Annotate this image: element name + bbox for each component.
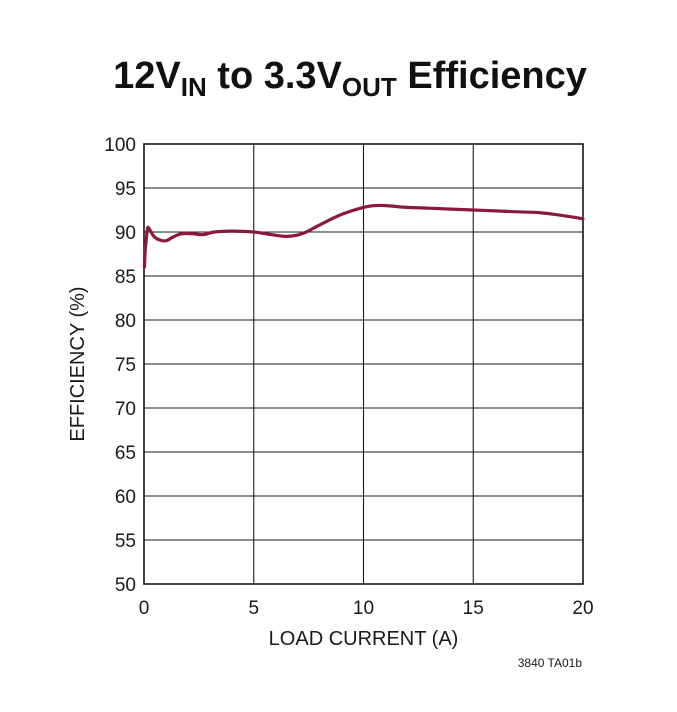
- y-tick-label-75: 75: [115, 355, 136, 376]
- figure-code: 3840 TA01b: [518, 656, 583, 670]
- y-tick-label-100: 100: [104, 135, 136, 156]
- grid-lines: [143, 143, 584, 585]
- y-tick-label-80: 80: [115, 311, 136, 332]
- y-tick-label-70: 70: [115, 399, 136, 420]
- x-tick-label-0: 0: [139, 598, 150, 619]
- title-subscript-out: OUT: [342, 72, 397, 102]
- y-tick-label-90: 90: [115, 223, 136, 244]
- y-tick-label-55: 55: [115, 531, 136, 552]
- x-tick-label-5: 5: [248, 598, 259, 619]
- y-tick-label-65: 65: [115, 443, 136, 464]
- title-part-1: 12V: [113, 55, 181, 97]
- y-tick-label-60: 60: [115, 487, 136, 508]
- plot-area-frame: [143, 143, 584, 585]
- title-part-2: to 3.3V: [207, 55, 343, 97]
- y-tick-label-85: 85: [115, 267, 136, 288]
- title-part-3: Efficiency: [397, 55, 587, 97]
- x-tick-label-10: 10: [353, 598, 374, 619]
- y-tick-label-50: 50: [115, 575, 136, 596]
- x-tick-label-20: 20: [572, 598, 593, 619]
- y-axis-title: EFFICIENCY (%): [67, 286, 89, 441]
- efficiency-series-line: [142, 203, 585, 269]
- title-subscript-in: IN: [181, 72, 207, 102]
- x-tick-label-15: 15: [463, 598, 484, 619]
- x-axis-title: LOAD CURRENT (A): [269, 628, 459, 650]
- chart-title: 12VIN to 3.3VOUT Efficiency: [113, 55, 587, 102]
- tick-labels: 50 55 60 65 70 75 80 85 90 95 100 0 5 10 15 20: [104, 135, 593, 619]
- y-tick-label-95: 95: [115, 179, 136, 200]
